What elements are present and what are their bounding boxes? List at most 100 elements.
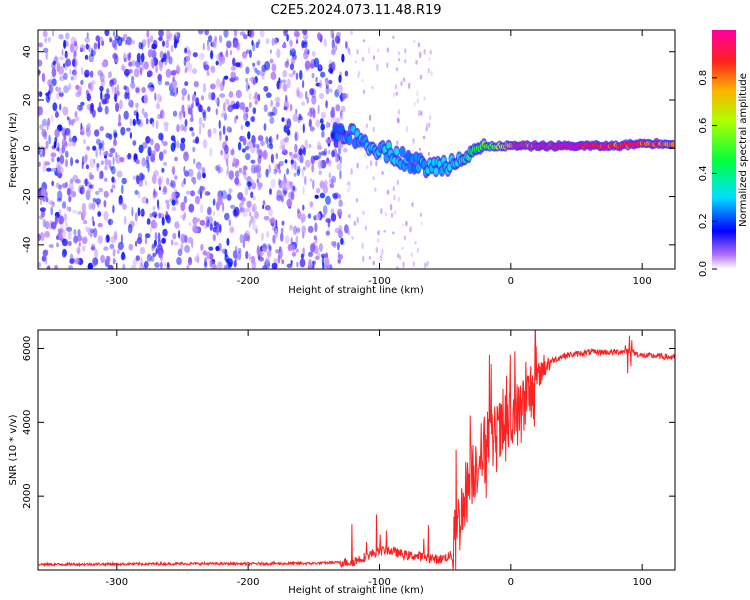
noise-speckle — [259, 69, 266, 77]
noise-speckle — [289, 103, 293, 112]
noise-speckle — [222, 202, 225, 212]
noise-speckle — [109, 166, 114, 171]
noise-speckle — [415, 60, 418, 65]
noise-speckle — [337, 242, 340, 251]
noise-speckle — [92, 145, 97, 151]
noise-speckle — [372, 126, 375, 133]
noise-speckle — [193, 158, 196, 165]
noise-speckle — [302, 147, 306, 156]
noise-speckle — [162, 40, 165, 47]
noise-speckle — [273, 168, 277, 175]
noise-speckle — [319, 79, 323, 89]
noise-speckle — [52, 102, 58, 112]
noise-speckle — [281, 117, 285, 122]
noise-speckle — [50, 221, 57, 230]
noise-speckle — [222, 125, 226, 135]
noise-speckle — [159, 110, 163, 119]
noise-speckle — [205, 216, 210, 221]
noise-speckle — [183, 177, 186, 185]
noise-speckle — [52, 60, 56, 66]
noise-speckle — [302, 123, 305, 134]
noise-speckle — [242, 207, 246, 213]
noise-speckle — [161, 57, 164, 63]
noise-speckle — [316, 251, 321, 260]
noise-speckle — [330, 30, 334, 39]
noise-speckle — [131, 206, 134, 217]
noise-speckle — [307, 49, 310, 55]
noise-speckle — [311, 72, 315, 79]
noise-speckle — [252, 196, 256, 201]
noise-speckle — [157, 73, 162, 82]
noise-speckle — [69, 43, 75, 53]
noise-speckle — [295, 108, 298, 115]
noise-speckle — [42, 162, 47, 173]
colorbar-tick-label: 0.2 — [698, 213, 709, 229]
noise-speckle — [219, 131, 222, 142]
noise-speckle — [160, 261, 163, 269]
noise-speckle — [305, 90, 308, 100]
noise-speckle — [201, 109, 207, 115]
noise-speckle — [219, 224, 222, 233]
noise-speckle — [215, 165, 219, 172]
noise-speckle — [103, 200, 107, 208]
noise-speckle — [295, 72, 299, 80]
noise-speckle — [62, 201, 67, 209]
noise-speckle — [196, 252, 200, 261]
noise-speckle — [154, 142, 161, 152]
y-tick-label: 20 — [22, 94, 33, 107]
noise-speckle — [362, 210, 365, 215]
noise-speckle — [89, 184, 93, 189]
noise-speckle — [247, 131, 251, 140]
noise-speckle — [270, 153, 274, 164]
noise-speckle — [322, 204, 328, 215]
noise-speckle — [379, 254, 383, 262]
noise-speckle — [75, 116, 80, 122]
noise-speckle — [156, 244, 163, 251]
noise-speckle — [183, 195, 188, 204]
noise-speckle — [127, 152, 132, 160]
noise-speckle — [386, 62, 389, 69]
noise-speckle — [55, 182, 60, 188]
noise-speckle — [98, 171, 101, 180]
noise-speckle — [206, 206, 212, 216]
noise-speckle — [135, 240, 138, 247]
noise-speckle — [105, 255, 111, 263]
noise-speckle — [117, 36, 123, 47]
noise-speckle — [210, 261, 216, 269]
noise-speckle — [225, 258, 230, 264]
noise-speckle — [156, 199, 160, 208]
noise-speckle — [413, 101, 416, 107]
noise-speckle — [59, 225, 65, 231]
noise-speckle — [408, 82, 411, 90]
noise-speckle — [92, 220, 95, 227]
noise-speckle — [269, 245, 272, 252]
noise-speckle — [109, 38, 113, 43]
noise-speckle — [101, 98, 107, 105]
noise-speckle — [223, 112, 227, 121]
noise-speckle — [335, 155, 339, 163]
noise-speckle — [302, 80, 305, 89]
noise-speckle — [58, 215, 64, 225]
noise-speckle — [297, 91, 304, 99]
noise-speckle — [206, 251, 211, 260]
noise-speckle — [40, 145, 44, 153]
noise-speckle — [334, 227, 341, 234]
noise-speckle — [62, 106, 69, 116]
noise-speckle — [259, 30, 265, 38]
x-tick-label: -100 — [368, 276, 391, 287]
noise-speckle — [176, 257, 182, 265]
noise-speckle — [323, 38, 327, 47]
noise-speckle — [187, 93, 190, 102]
noise-speckle — [396, 140, 399, 146]
noise-speckle — [301, 101, 306, 106]
noise-speckle — [295, 248, 299, 253]
noise-speckle — [282, 83, 288, 92]
noise-speckle — [184, 234, 188, 244]
noise-speckle — [265, 136, 269, 144]
noise-speckle — [197, 30, 204, 35]
noise-speckle — [48, 84, 54, 94]
noise-speckle — [146, 155, 150, 164]
noise-speckle — [151, 174, 157, 185]
noise-speckle — [187, 236, 193, 244]
noise-speckle — [184, 119, 188, 127]
